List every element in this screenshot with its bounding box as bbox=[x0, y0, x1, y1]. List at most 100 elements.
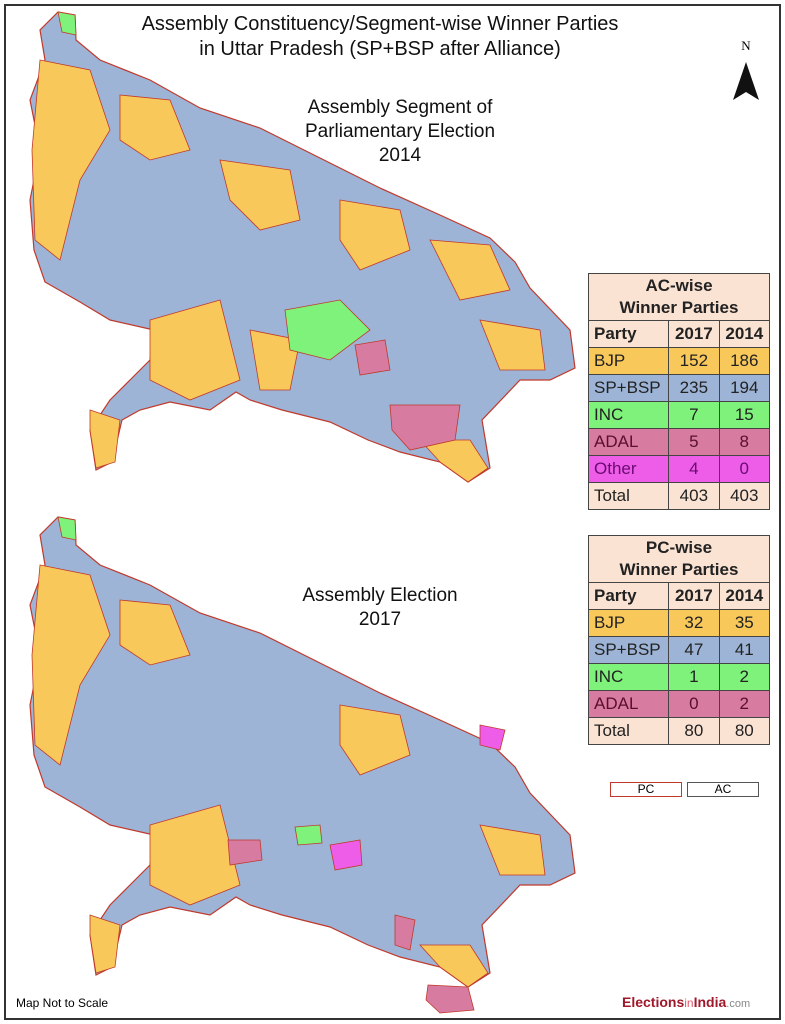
bjp-region bbox=[419, 439, 489, 483]
subtitle-line: 2014 bbox=[378, 145, 422, 166]
party-cell: Total bbox=[587, 717, 670, 745]
value-2017: 0 bbox=[668, 690, 720, 718]
value-2017: 152 bbox=[668, 347, 720, 375]
title-line: in Uttar Pradesh (SP+BSP after Alliance) bbox=[199, 38, 561, 60]
party-cell: SP+BSP bbox=[587, 636, 670, 664]
value-2014: 8 bbox=[718, 428, 771, 456]
state-outline bbox=[29, 11, 576, 483]
bjp-region bbox=[149, 804, 241, 906]
value-2014: 41 bbox=[718, 636, 771, 664]
bjp-region bbox=[479, 824, 546, 876]
party-cell: SP+BSP bbox=[587, 374, 670, 402]
value-2014: 2 bbox=[718, 663, 771, 691]
table-row: Total 403 403 bbox=[587, 482, 771, 510]
bjp-region bbox=[89, 409, 121, 469]
party-cell: Total bbox=[587, 482, 670, 510]
inc-region bbox=[284, 299, 371, 361]
party-cell: ADAL bbox=[587, 428, 670, 456]
value-2017: 1 bbox=[668, 663, 720, 691]
ac-wise-table: AC-wise Winner Parties Party 2017 2014 BJP 152… bbox=[587, 273, 771, 510]
adal-region bbox=[389, 404, 461, 451]
bjp-region bbox=[219, 159, 301, 231]
value-2014: 403 bbox=[718, 482, 771, 510]
page-title: Assembly Constituency/Segment-wise Winne… bbox=[100, 12, 660, 62]
table-title: AC-wise Winner Parties bbox=[588, 273, 770, 321]
inc-region bbox=[57, 11, 77, 36]
table-row: SP+BSP 47 41 bbox=[587, 636, 771, 664]
party-cell: BJP bbox=[587, 609, 670, 637]
table-row: ADAL 5 8 bbox=[587, 428, 771, 456]
value-2014: 15 bbox=[718, 401, 771, 429]
value-2017: 7 bbox=[668, 401, 720, 429]
table-row: BJP 32 35 bbox=[587, 609, 771, 637]
bjp-region bbox=[339, 704, 411, 776]
bjp-region bbox=[31, 564, 111, 766]
column-header: 2017 bbox=[668, 582, 720, 610]
other-region bbox=[329, 839, 363, 871]
table-title: PC-wise Winner Parties bbox=[588, 535, 770, 583]
bjp-region bbox=[419, 944, 489, 988]
value-2014: 194 bbox=[718, 374, 771, 402]
value-2017: 235 bbox=[668, 374, 720, 402]
value-2014: 2 bbox=[718, 690, 771, 718]
map-2017 bbox=[29, 516, 576, 1014]
party-cell: Other bbox=[587, 455, 670, 483]
bjp-region bbox=[339, 199, 411, 271]
party-cell: ADAL bbox=[587, 690, 670, 718]
adal-region bbox=[354, 339, 391, 376]
subtitle-line: 2017 bbox=[358, 609, 402, 630]
bjp-region bbox=[89, 914, 121, 974]
table-row: ADAL 0 2 bbox=[587, 690, 771, 718]
inc-region bbox=[57, 516, 77, 541]
table-header: Party 2017 2014 bbox=[587, 320, 771, 348]
value-2014: 80 bbox=[718, 717, 771, 745]
table-row: INC 7 15 bbox=[587, 401, 771, 429]
bjp-region bbox=[249, 329, 301, 391]
bjp-region bbox=[479, 319, 546, 371]
map-2017-subtitle: Assembly Election 2017 bbox=[270, 584, 490, 632]
pc-wise-table: PC-wise Winner Parties Party 2017 2014 BJP 32 3… bbox=[587, 535, 771, 745]
value-2014: 0 bbox=[718, 455, 771, 483]
table-row: BJP 152 186 bbox=[587, 347, 771, 375]
table-header: Party 2017 2014 bbox=[587, 582, 771, 610]
bjp-region bbox=[31, 59, 111, 261]
bjp-region bbox=[119, 94, 191, 161]
value-2017: 80 bbox=[668, 717, 720, 745]
column-header: 2017 bbox=[668, 320, 720, 348]
legend-pc: PC bbox=[610, 782, 682, 797]
value-2017: 4 bbox=[668, 455, 720, 483]
party-cell: INC bbox=[587, 401, 670, 429]
bjp-region bbox=[149, 299, 241, 401]
table-row: INC 1 2 bbox=[587, 663, 771, 691]
map-2014-subtitle: Assembly Segment of Parliamentary Electi… bbox=[250, 96, 550, 168]
party-cell: BJP bbox=[587, 347, 670, 375]
table-row: Other 4 0 bbox=[587, 455, 771, 483]
bjp-region bbox=[429, 239, 511, 301]
party-cell: INC bbox=[587, 663, 670, 691]
adal-region bbox=[425, 984, 475, 1014]
adal-region bbox=[227, 839, 263, 866]
column-header: 2014 bbox=[718, 320, 771, 348]
inc-region bbox=[294, 824, 323, 846]
value-2017: 403 bbox=[668, 482, 720, 510]
map-2014 bbox=[29, 11, 576, 483]
frame bbox=[4, 4, 781, 1020]
subtitle-line: Assembly Segment of bbox=[307, 97, 493, 118]
value-2014: 35 bbox=[718, 609, 771, 637]
subtitle-line: Parliamentary Election bbox=[304, 121, 496, 142]
north-arrow-icon bbox=[733, 62, 759, 100]
map-scale-note: Map Not to Scale bbox=[16, 996, 109, 1010]
column-header: 2014 bbox=[718, 582, 771, 610]
column-header: Party bbox=[587, 320, 670, 348]
value-2017: 32 bbox=[668, 609, 720, 637]
subtitle-line: Assembly Election bbox=[302, 585, 458, 606]
bjp-region bbox=[119, 599, 191, 666]
north-label: N bbox=[741, 38, 751, 53]
value-2017: 5 bbox=[668, 428, 720, 456]
table-row: Total 80 80 bbox=[587, 717, 771, 745]
title-line: Assembly Constituency/Segment-wise Winne… bbox=[141, 13, 619, 35]
brand-logo: ElectionsinIndia.com bbox=[622, 994, 751, 1010]
legend-ac: AC bbox=[687, 782, 759, 797]
